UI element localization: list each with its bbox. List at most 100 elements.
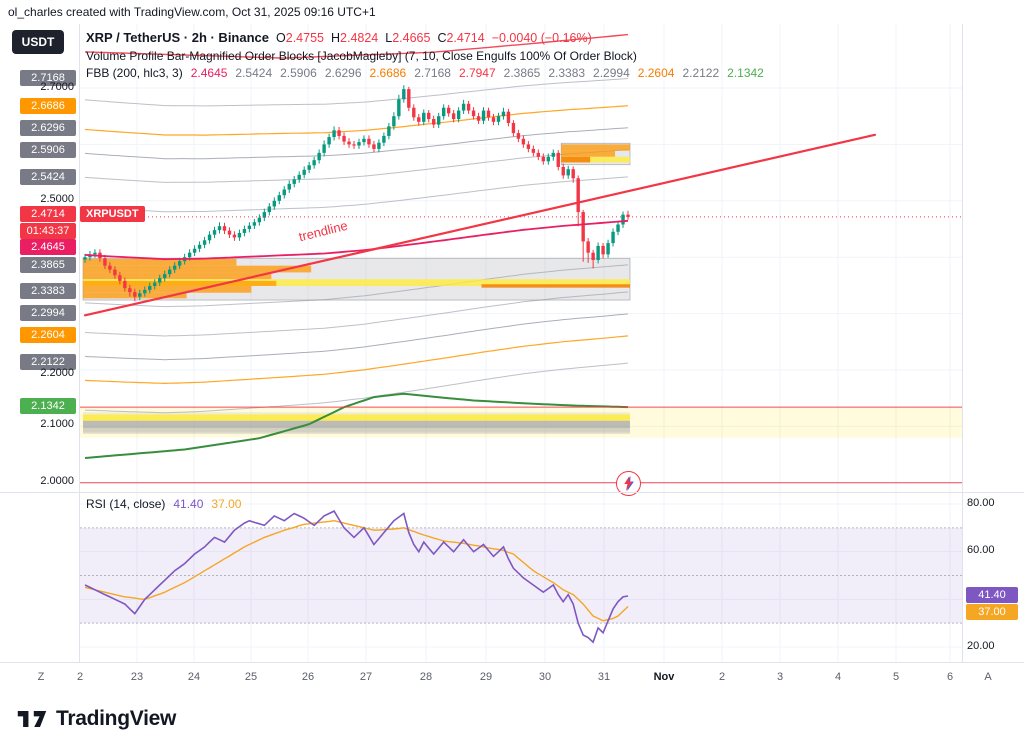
- lightning-bolt-icon: [623, 476, 634, 491]
- symbol-price-marker: XRPUSDT: [80, 206, 145, 222]
- candle-body: [202, 240, 207, 245]
- candle-body: [591, 252, 595, 261]
- symbol-legend[interactable]: XRP / TetherUS · 2h · Binance O2.4755 H2.4…: [86, 29, 764, 47]
- volume-profile-row: [83, 258, 237, 266]
- candle-body: [297, 174, 301, 180]
- candle-body: [302, 169, 306, 175]
- volume-profile-row: [83, 285, 252, 293]
- ohlc-key: C: [437, 31, 447, 45]
- rsi-pane[interactable]: [0, 492, 1024, 662]
- fbb-value: 2.3383: [548, 66, 586, 80]
- trendline[interactable]: [83, 133, 877, 317]
- candle-body: [342, 135, 346, 142]
- candle-body: [287, 183, 291, 190]
- tradingview-logo-mark: [17, 711, 47, 727]
- fbb-basis-line: [84, 219, 629, 261]
- price-scale[interactable]: 2.7168 2.7000 2.6686 2.6296 2.5906 2.5424 2.50…: [0, 24, 80, 662]
- indicator-legend-volume-profile[interactable]: Volume Profile Bar-Magnified Order Block…: [86, 49, 637, 63]
- candle-body: [571, 169, 575, 179]
- price-label: 2.3383: [20, 283, 76, 299]
- candle-body: [526, 144, 531, 149]
- ohlc-value: 2.4714: [446, 31, 485, 45]
- rsi-scale[interactable]: 80.00 60.00 41.40 37.00 20.00: [962, 24, 1024, 662]
- price-label: 2.7168: [20, 70, 76, 86]
- candle-body: [387, 126, 391, 136]
- price-pane[interactable]: trendline: [0, 24, 1024, 492]
- indicator-legend-fbb[interactable]: FBB (200, hlc3, 3) 2.4645 2.5424 2.5906 2.62…: [86, 65, 764, 81]
- candle-body: [247, 225, 252, 229]
- candle-body: [561, 166, 565, 176]
- fbb-band: [84, 78, 629, 107]
- candle-body: [456, 110, 461, 120]
- rsi-ma-value: 37.00: [211, 497, 242, 511]
- time-axis-label: 5: [892, 671, 900, 683]
- price-label: 2.3865: [20, 257, 76, 273]
- candle-body: [212, 230, 217, 235]
- price-label: 41.40: [966, 587, 1018, 603]
- price-label: 2.2122: [20, 354, 76, 370]
- fbb-value: 2.2122: [682, 66, 720, 80]
- time-axis-label: Z: [37, 671, 45, 683]
- candle-body: [496, 116, 501, 122]
- fbb-value: 2.2994: [593, 66, 630, 80]
- rsi-value: 41.40: [173, 497, 204, 511]
- attribution-bar: ol_charles created with TradingView.com,…: [8, 5, 376, 19]
- candle-body: [192, 248, 197, 253]
- candle-body: [586, 241, 590, 253]
- volume-row-gray: [83, 420, 630, 429]
- candle-body: [143, 289, 147, 294]
- volume-profile-row: [481, 284, 630, 288]
- candle-body: [257, 217, 262, 223]
- fbb-band: [84, 264, 629, 308]
- fbb-bands: [84, 33, 629, 459]
- price-label: 37.00: [966, 604, 1018, 620]
- time-axis-label: 6: [946, 671, 954, 683]
- symbol-title: XRP / TetherUS · 2h · Binance: [86, 30, 270, 45]
- ohlc-key: O: [276, 31, 286, 45]
- candle-body: [307, 165, 311, 170]
- candle-body: [536, 152, 541, 157]
- order-block-lower[interactable]: [82, 257, 631, 301]
- pane-separator[interactable]: [0, 492, 1024, 493]
- fbb-value: 2.2604: [637, 66, 675, 80]
- time-axis-label: 26: [301, 671, 315, 683]
- candle-body: [621, 214, 625, 225]
- time-axis-label: 25: [244, 671, 258, 683]
- candle-body: [222, 226, 227, 231]
- rsi-legend[interactable]: RSI (14, close) 41.40 37.00: [86, 497, 241, 511]
- candle-body: [481, 110, 486, 121]
- price-change: −0.0040 (−0.16%): [491, 31, 592, 45]
- candle-body: [551, 152, 555, 157]
- volume-row-gray-2: [83, 428, 630, 434]
- fbb-value: 2.3865: [503, 66, 541, 80]
- candle-body: [277, 195, 281, 201]
- candle-body: [237, 232, 242, 238]
- candle-body: [441, 107, 446, 117]
- candle-body: [177, 261, 182, 266]
- tradingview-logo[interactable]: TradingView: [16, 706, 176, 732]
- candle-body: [252, 222, 257, 226]
- price-label: 2.6686: [20, 98, 76, 114]
- candlestick-series[interactable]: [83, 85, 630, 302]
- alert-flash-icon[interactable]: [616, 471, 641, 496]
- candle-body: [347, 141, 351, 145]
- fbb-value: 2.5906: [280, 66, 317, 80]
- ohlc-key: H: [330, 31, 341, 45]
- candle-body: [133, 292, 137, 297]
- candle-body: [432, 119, 436, 125]
- footer: TradingView: [0, 694, 1024, 751]
- order-blocks: [82, 142, 631, 301]
- time-axis[interactable]: Z 2 23 24 25 26 27 28 29 30 31 Nov 2 3 4 5 6 A: [0, 662, 1024, 694]
- time-axis-label: 28: [419, 671, 433, 683]
- order-block-upper[interactable]: [560, 142, 631, 166]
- candle-body: [332, 130, 336, 138]
- candle-body: [486, 110, 491, 118]
- ohlc-value: 2.4665: [392, 31, 431, 45]
- candle-body: [491, 117, 496, 122]
- currency-toggle-button[interactable]: USDT: [12, 30, 64, 54]
- legend: XRP / TetherUS · 2h · Binance O2.4755 H2.4…: [86, 29, 764, 81]
- candle-body: [427, 112, 431, 120]
- volume-profile-row: [83, 272, 272, 280]
- rsi-line: [84, 510, 629, 644]
- fbb-value: 2.6296: [324, 66, 362, 80]
